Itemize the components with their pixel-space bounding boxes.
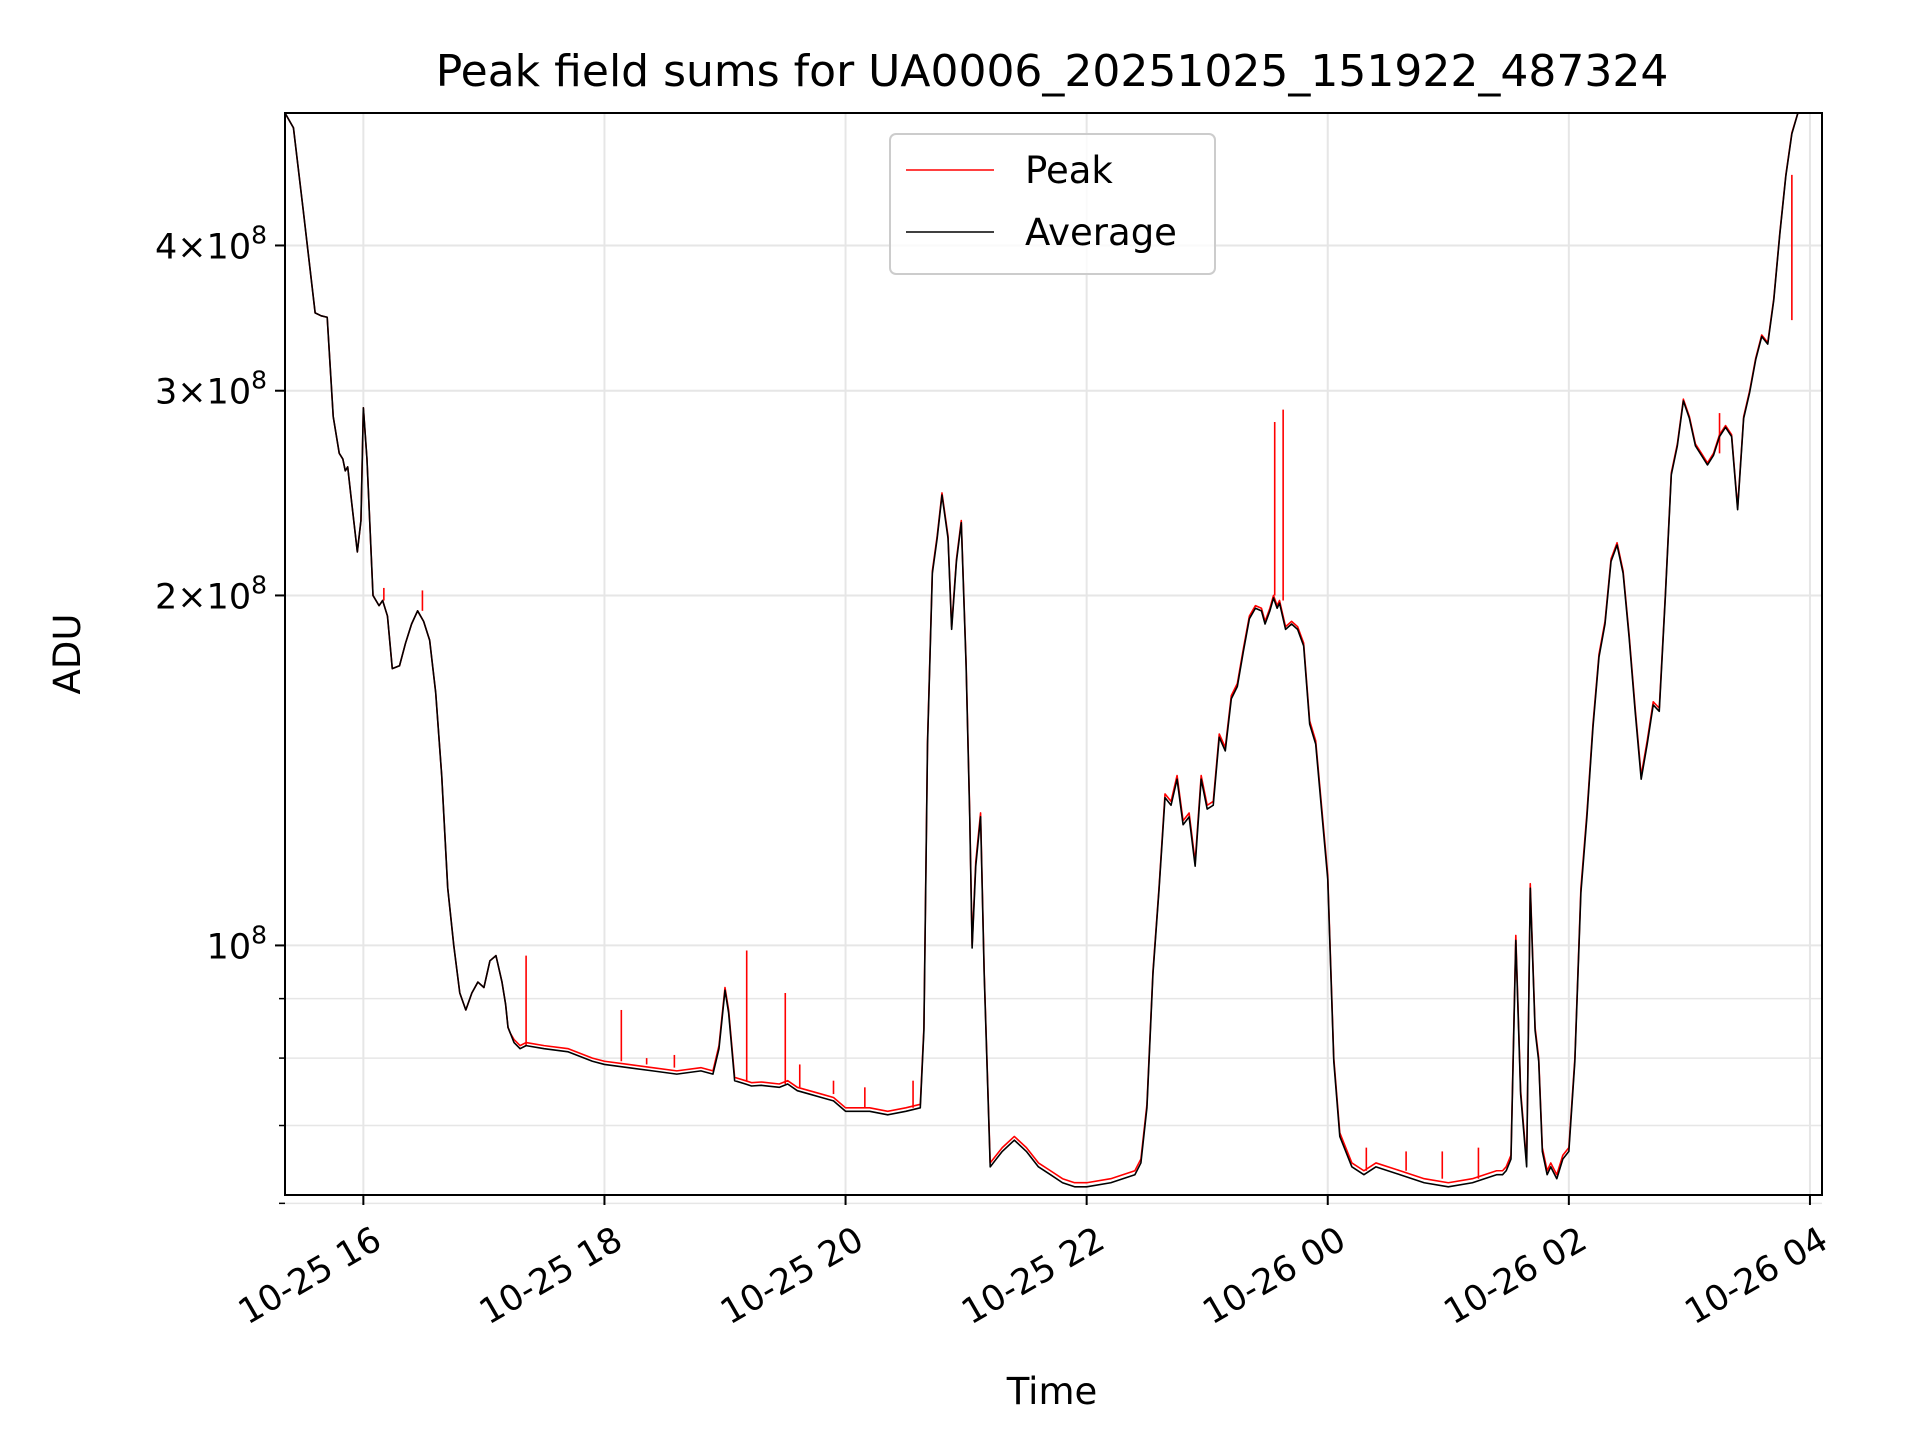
y-axis: 108 2×108 3×108 4×108 xyxy=(155,220,285,1205)
chart-title: Peak field sums for UA0006_20251025_1519… xyxy=(436,46,1669,97)
y-tick-label: 2×108 xyxy=(155,570,267,617)
series-layer xyxy=(285,113,1799,1188)
legend: Peak Average xyxy=(889,133,1216,275)
y-tick-label: 108 xyxy=(207,920,267,967)
plot-frame xyxy=(284,112,1823,1196)
y-axis-label: ADU xyxy=(46,614,89,695)
legend-average-label: Average xyxy=(1025,211,1177,254)
x-axis-label: Time xyxy=(1006,1370,1098,1413)
legend-box xyxy=(889,133,1216,275)
y-tick-label: 3×108 xyxy=(155,366,267,413)
series-line-average xyxy=(285,113,1799,1188)
legend-peak-label: Peak xyxy=(1025,149,1113,192)
y-tick-label: 4×108 xyxy=(155,220,267,267)
